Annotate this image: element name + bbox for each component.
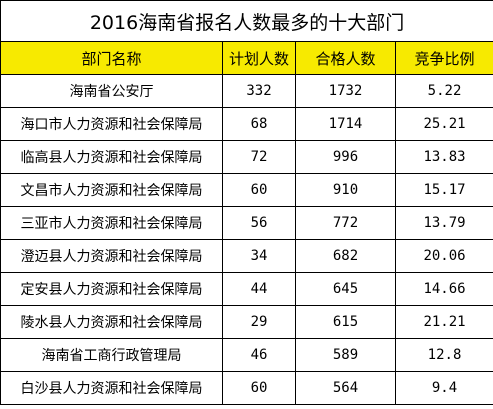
plan-cell: 72	[222, 140, 296, 174]
ratio-cell: 14.66	[394, 272, 493, 306]
dept-cell: 海南省公安厅	[0, 74, 223, 108]
column-header-plan: 计划人数	[222, 41, 296, 75]
dept-cell: 海南省工商行政管理局	[0, 338, 223, 372]
header-row: 部门名称 计划人数 合格人数 竞争比例	[0, 41, 493, 75]
column-header-dept: 部门名称	[0, 41, 223, 75]
plan-cell: 60	[222, 173, 296, 207]
qualified-cell: 772	[295, 206, 396, 240]
plan-cell: 332	[222, 74, 296, 108]
table-title: 2016海南省报名人数最多的十大部门	[0, 0, 493, 42]
table-row: 三亚市人力资源和社会保障局 56 772 13.79	[0, 206, 493, 240]
plan-cell: 56	[222, 206, 296, 240]
ratio-cell: 21.21	[394, 305, 493, 339]
ratio-cell: 13.83	[394, 140, 493, 174]
qualified-cell: 1732	[295, 74, 396, 108]
dept-cell: 澄迈县人力资源和社会保障局	[0, 239, 223, 273]
qualified-cell: 1714	[295, 107, 396, 141]
plan-cell: 68	[222, 107, 296, 141]
ratio-cell: 15.17	[394, 173, 493, 207]
qualified-cell: 645	[295, 272, 396, 306]
table-row: 白沙县人力资源和社会保障局 60 564 9.4	[0, 371, 493, 405]
plan-cell: 44	[222, 272, 296, 306]
qualified-cell: 996	[295, 140, 396, 174]
dept-cell: 临高县人力资源和社会保障局	[0, 140, 223, 174]
ratio-cell: 13.79	[394, 206, 493, 240]
table-row: 海口市人力资源和社会保障局 68 1714 25.21	[0, 107, 493, 141]
qualified-cell: 615	[295, 305, 396, 339]
ratio-cell: 20.06	[394, 239, 493, 273]
qualified-cell: 589	[295, 338, 396, 372]
qualified-cell: 910	[295, 173, 396, 207]
table-row: 海南省工商行政管理局 46 589 12.8	[0, 338, 493, 372]
plan-cell: 46	[222, 338, 296, 372]
column-header-ratio: 竞争比例	[394, 41, 493, 75]
ratio-cell: 12.8	[394, 338, 493, 372]
dept-cell: 海口市人力资源和社会保障局	[0, 107, 223, 141]
table-row: 陵水县人力资源和社会保障局 29 615 21.21	[0, 305, 493, 339]
table-row: 海南省公安厅 332 1732 5.22	[0, 74, 493, 108]
table-row: 临高县人力资源和社会保障局 72 996 13.83	[0, 140, 493, 174]
qualified-cell: 564	[295, 371, 396, 405]
table-row: 文昌市人力资源和社会保障局 60 910 15.17	[0, 173, 493, 207]
dept-cell: 文昌市人力资源和社会保障局	[0, 173, 223, 207]
plan-cell: 34	[222, 239, 296, 273]
dept-cell: 白沙县人力资源和社会保障局	[0, 371, 223, 405]
dept-cell: 三亚市人力资源和社会保障局	[0, 206, 223, 240]
ratio-cell: 5.22	[394, 74, 493, 108]
plan-cell: 29	[222, 305, 296, 339]
table-row: 定安县人力资源和社会保障局 44 645 14.66	[0, 272, 493, 306]
plan-cell: 60	[222, 371, 296, 405]
table-row: 澄迈县人力资源和社会保障局 34 682 20.06	[0, 239, 493, 273]
ratio-cell: 9.4	[394, 371, 493, 405]
dept-cell: 定安县人力资源和社会保障局	[0, 272, 223, 306]
qualified-cell: 682	[295, 239, 396, 273]
ratio-cell: 25.21	[394, 107, 493, 141]
column-header-qualified: 合格人数	[295, 41, 396, 75]
dept-cell: 陵水县人力资源和社会保障局	[0, 305, 223, 339]
